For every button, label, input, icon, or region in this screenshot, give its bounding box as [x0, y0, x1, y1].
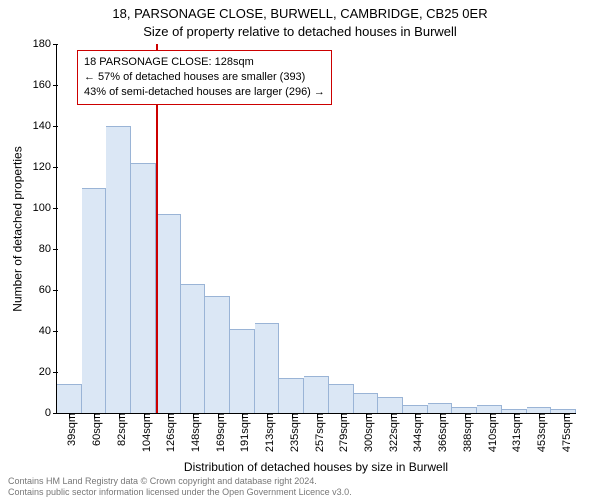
marker-info-box: 18 PARSONAGE CLOSE: 128sqm← 57% of detac…	[77, 50, 332, 105]
chart-container: 18, PARSONAGE CLOSE, BURWELL, CAMBRIDGE,…	[0, 0, 600, 500]
x-tick-label: 279sqm	[332, 413, 350, 452]
x-tick-label: 475sqm	[555, 413, 573, 452]
x-tick-label: 213sqm	[258, 413, 276, 452]
x-tick-label: 431sqm	[505, 413, 523, 452]
y-tick: 160	[33, 79, 57, 91]
y-tick: 80	[39, 243, 57, 255]
chart-title-line1: 18, PARSONAGE CLOSE, BURWELL, CAMBRIDGE,…	[0, 6, 600, 21]
bar	[205, 296, 230, 413]
bar	[181, 284, 206, 413]
y-tick: 40	[39, 325, 57, 337]
bar	[279, 378, 304, 413]
x-tick-label: 191sqm	[233, 413, 251, 452]
bar	[57, 384, 82, 413]
marker-info-line: 43% of semi-detached houses are larger (…	[84, 85, 325, 100]
x-tick-label: 453sqm	[530, 413, 548, 452]
x-tick-label: 104sqm	[135, 413, 153, 452]
x-tick-label: 126sqm	[159, 413, 177, 452]
x-tick-label: 257sqm	[308, 413, 326, 452]
y-tick: 0	[45, 407, 57, 419]
bar	[131, 163, 156, 413]
marker-info-line: ← 57% of detached houses are smaller (39…	[84, 70, 325, 85]
bar	[230, 329, 255, 413]
marker-info-line: 18 PARSONAGE CLOSE: 128sqm	[84, 55, 325, 70]
bar	[477, 405, 502, 413]
bar	[329, 384, 354, 413]
x-tick-label: 148sqm	[184, 413, 202, 452]
x-tick-label: 322sqm	[382, 413, 400, 452]
footer-attribution: Contains HM Land Registry data © Crown c…	[8, 476, 352, 498]
x-tick-label: 60sqm	[85, 413, 103, 446]
x-tick-label: 344sqm	[406, 413, 424, 452]
footer-line: Contains public sector information licen…	[8, 487, 352, 498]
y-tick: 60	[39, 284, 57, 296]
bar	[82, 188, 107, 414]
x-tick-label: 235sqm	[283, 413, 301, 452]
bar	[106, 126, 131, 413]
y-tick: 100	[33, 202, 57, 214]
footer-line: Contains HM Land Registry data © Crown c…	[8, 476, 352, 487]
bar	[378, 397, 403, 413]
x-tick-label: 82sqm	[110, 413, 128, 446]
bar	[255, 323, 280, 413]
x-tick-label: 388sqm	[456, 413, 474, 452]
plot-area: 02040608010012014016018039sqm60sqm82sqm1…	[56, 44, 576, 414]
bar	[428, 403, 453, 413]
x-tick-label: 300sqm	[357, 413, 375, 452]
bar	[156, 214, 181, 413]
y-tick: 180	[33, 38, 57, 50]
x-tick-label: 410sqm	[481, 413, 499, 452]
x-tick-label: 169sqm	[209, 413, 227, 452]
bar	[354, 393, 379, 414]
bar	[403, 405, 428, 413]
y-tick: 140	[33, 120, 57, 132]
x-tick-label: 39sqm	[60, 413, 78, 446]
y-axis-label: Number of detached properties	[10, 44, 26, 414]
x-tick-label: 366sqm	[431, 413, 449, 452]
x-axis-label: Distribution of detached houses by size …	[56, 460, 576, 474]
chart-title-line2: Size of property relative to detached ho…	[0, 24, 600, 39]
y-tick: 120	[33, 161, 57, 173]
bar	[304, 376, 329, 413]
y-tick: 20	[39, 366, 57, 378]
